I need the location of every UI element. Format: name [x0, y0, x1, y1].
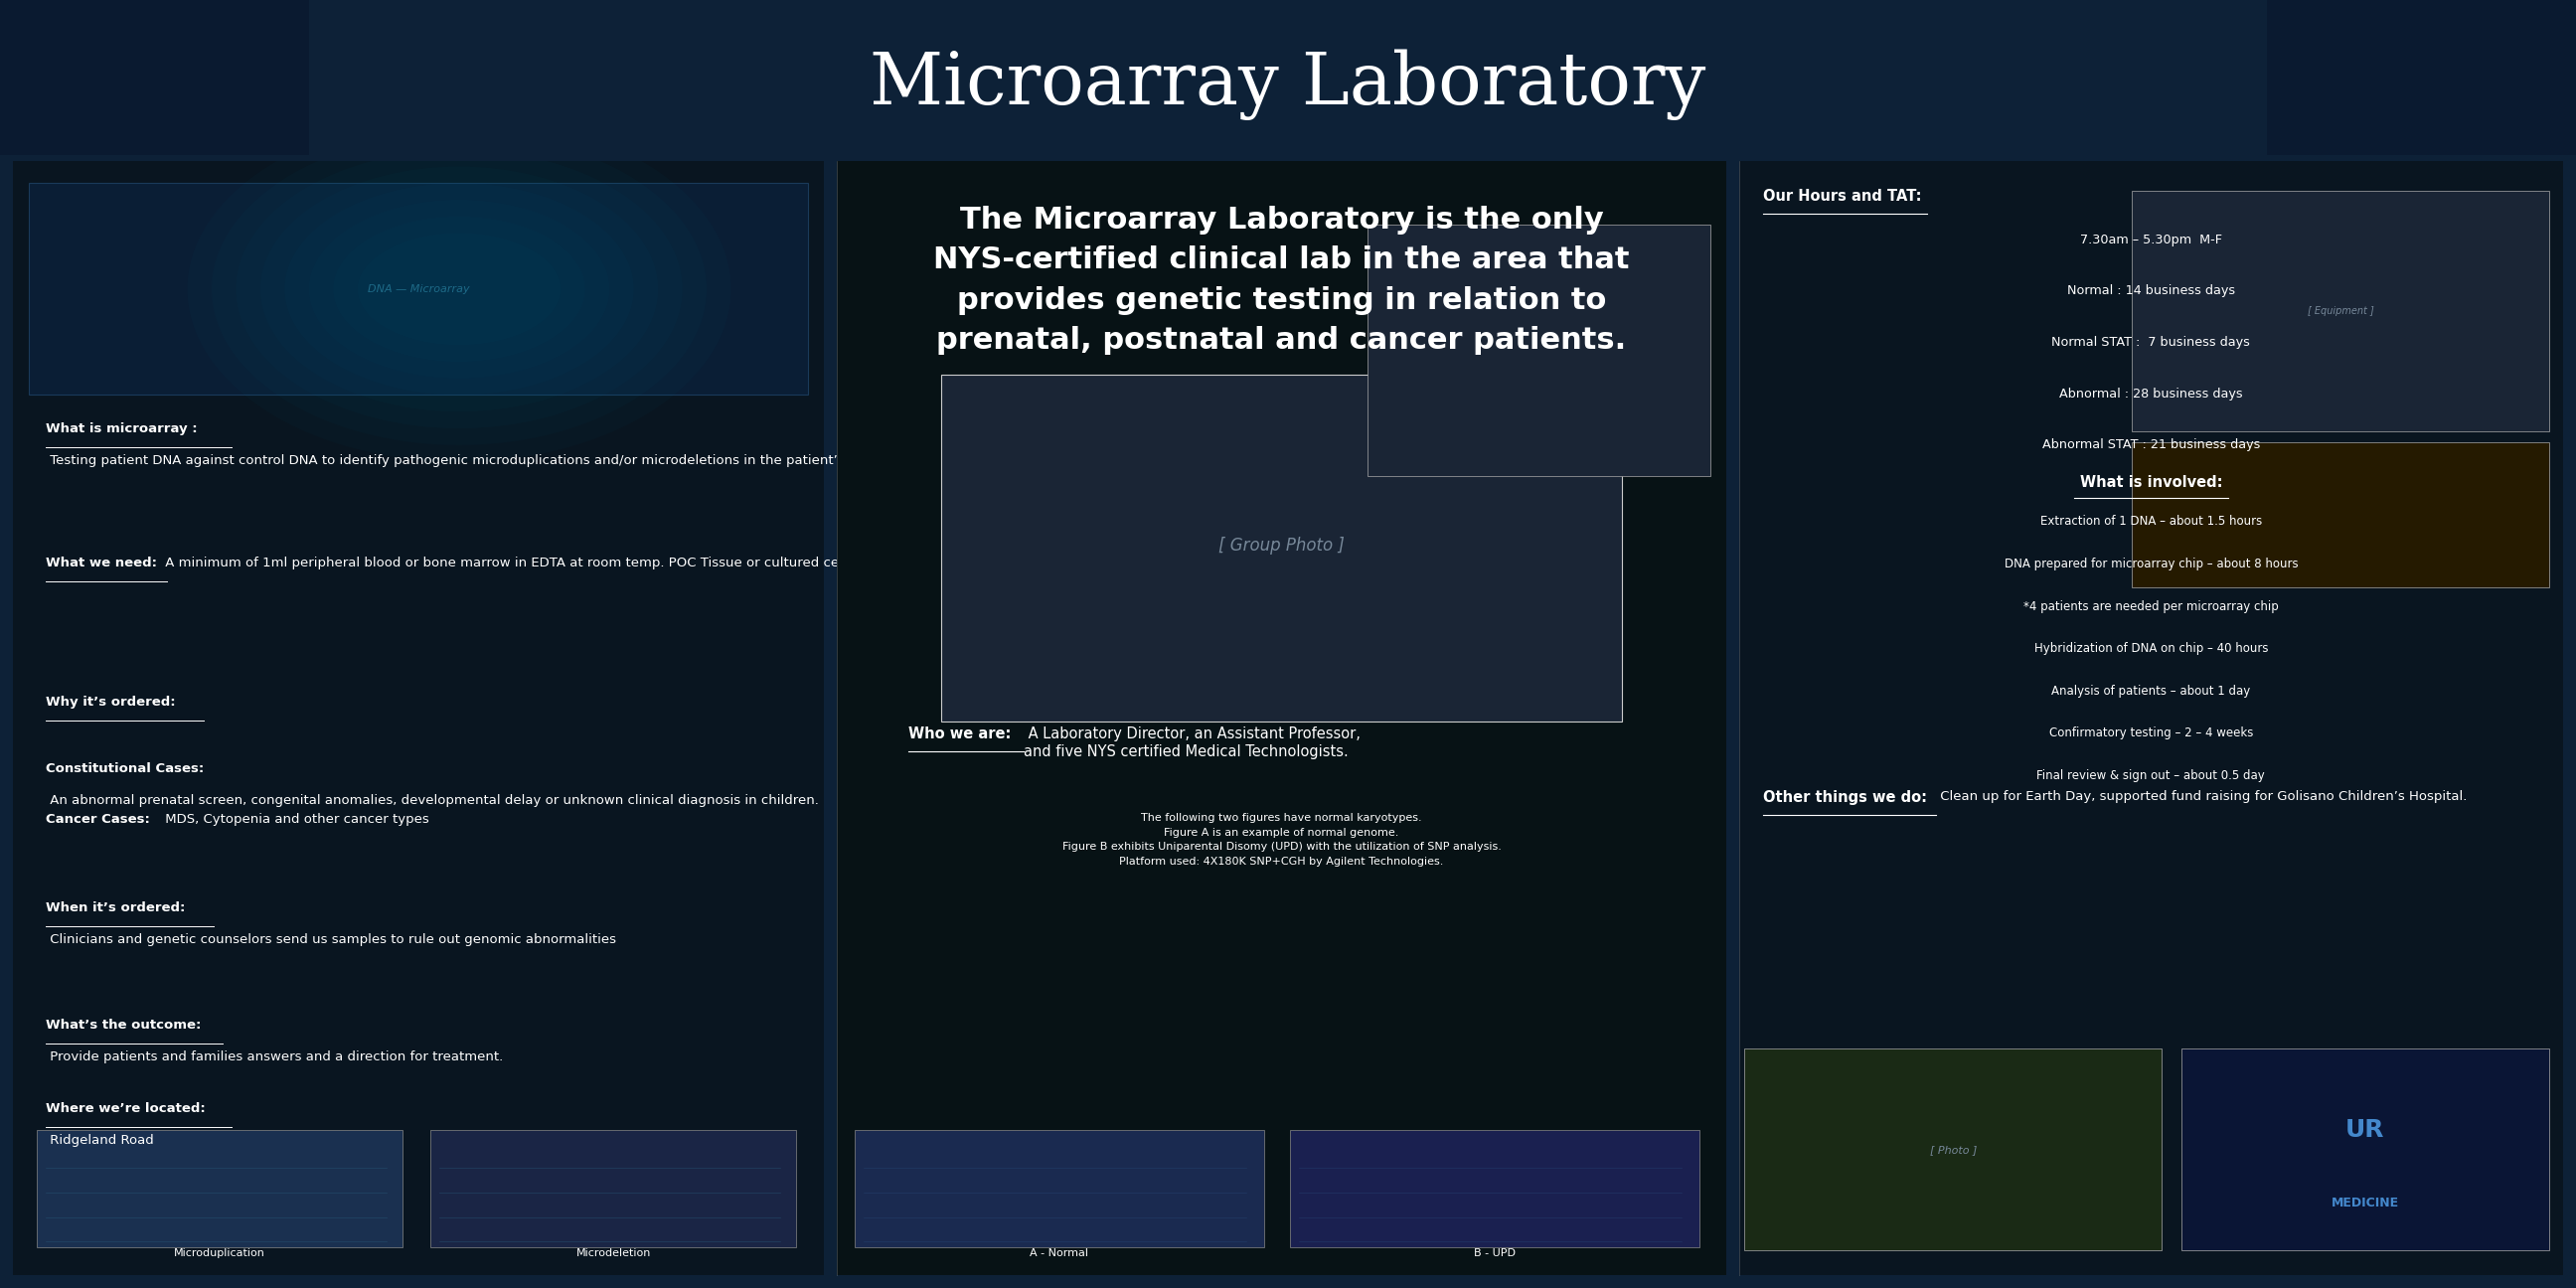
Text: Constitutional Cases:: Constitutional Cases: [46, 762, 204, 775]
Text: [ Equipment ]: [ Equipment ] [2308, 307, 2372, 317]
Text: Normal : 14 business days: Normal : 14 business days [2066, 285, 2236, 298]
Text: Hybridization of DNA on chip – 40 hours: Hybridization of DNA on chip – 40 hours [2035, 643, 2267, 656]
FancyBboxPatch shape [2133, 442, 2550, 587]
Text: Other things we do:: Other things we do: [1765, 791, 1927, 805]
Text: Clinicians and genetic counselors send us samples to rule out genomic abnormalit: Clinicians and genetic counselors send u… [46, 933, 616, 945]
Text: The Microarray Laboratory is the only
NYS-certified clinical lab in the area tha: The Microarray Laboratory is the only NY… [933, 206, 1631, 355]
Text: A - Normal: A - Normal [1030, 1248, 1090, 1258]
Text: Abnormal : 28 business days: Abnormal : 28 business days [2058, 388, 2244, 401]
Text: Abnormal STAT : 21 business days: Abnormal STAT : 21 business days [2043, 438, 2259, 451]
FancyBboxPatch shape [430, 1131, 796, 1247]
Text: MDS, Cytopenia and other cancer types: MDS, Cytopenia and other cancer types [162, 813, 430, 826]
Text: Where we’re located:: Where we’re located: [46, 1103, 206, 1115]
FancyBboxPatch shape [13, 161, 824, 1275]
Text: What’s the outcome:: What’s the outcome: [46, 1019, 201, 1032]
Text: Ridgeland Road: Ridgeland Road [46, 1133, 155, 1146]
Text: Clean up for Earth Day, supported fund raising for Golisano Children’s Hospital.: Clean up for Earth Day, supported fund r… [1935, 791, 2468, 804]
FancyBboxPatch shape [2133, 191, 2550, 431]
Text: [ Group Photo ]: [ Group Photo ] [1218, 536, 1345, 554]
Text: Microdeletion: Microdeletion [577, 1248, 652, 1258]
Text: The following two figures have normal karyotypes.
Figure A is an example of norm: The following two figures have normal ka… [1061, 813, 1502, 867]
Text: Cancer Cases:: Cancer Cases: [46, 813, 149, 826]
Text: An abnormal prenatal screen, congenital anomalies, developmental delay or unknow: An abnormal prenatal screen, congenital … [46, 793, 819, 806]
Text: Microduplication: Microduplication [175, 1248, 265, 1258]
Text: DNA — Microarray: DNA — Microarray [368, 285, 469, 294]
Text: What is microarray :: What is microarray : [46, 422, 196, 435]
FancyBboxPatch shape [1739, 161, 2563, 1275]
Text: Why it’s ordered:: Why it’s ordered: [46, 696, 175, 708]
FancyBboxPatch shape [837, 161, 1726, 1275]
FancyBboxPatch shape [36, 1131, 402, 1247]
Text: Provide patients and families answers and a direction for treatment.: Provide patients and families answers an… [46, 1050, 502, 1063]
Text: Microarray Laboratory: Microarray Laboratory [871, 49, 1705, 121]
Text: What is involved:: What is involved: [2079, 475, 2223, 491]
Text: B - UPD: B - UPD [1473, 1248, 1515, 1258]
Text: *4 patients are needed per microarray chip: *4 patients are needed per microarray ch… [2022, 600, 2280, 613]
Text: A minimum of 1ml peripheral blood or bone marrow in EDTA at room temp. POC Tissu: A minimum of 1ml peripheral blood or bon… [162, 556, 1561, 569]
Text: Analysis of patients – about 1 day: Analysis of patients – about 1 day [2050, 685, 2251, 698]
Text: [ Photo ]: [ Photo ] [1929, 1145, 1976, 1155]
Text: A Laboratory Director, an Assistant Professor,
and five NYS certified Medical Te: A Laboratory Director, an Assistant Prof… [1023, 726, 1360, 759]
Text: Testing patient DNA against control DNA to identify pathogenic microduplications: Testing patient DNA against control DNA … [46, 453, 907, 468]
FancyBboxPatch shape [1744, 1048, 2161, 1251]
Text: What we need:: What we need: [46, 556, 157, 569]
FancyBboxPatch shape [940, 375, 1623, 721]
FancyBboxPatch shape [0, 0, 309, 155]
FancyBboxPatch shape [28, 183, 809, 395]
Text: When it’s ordered:: When it’s ordered: [46, 902, 185, 914]
Text: MEDICINE: MEDICINE [2331, 1197, 2398, 1209]
FancyBboxPatch shape [1291, 1131, 1700, 1247]
Text: UR: UR [2347, 1118, 2385, 1142]
Text: DNA prepared for microarray chip – about 8 hours: DNA prepared for microarray chip – about… [2004, 558, 2298, 571]
FancyBboxPatch shape [1368, 224, 1710, 477]
Text: Normal STAT :  7 business days: Normal STAT : 7 business days [2050, 336, 2251, 349]
Text: 7.30am – 5.30pm  M-F: 7.30am – 5.30pm M-F [2079, 233, 2223, 246]
FancyBboxPatch shape [855, 1131, 1265, 1247]
Text: Our Hours and TAT:: Our Hours and TAT: [1765, 189, 1922, 204]
FancyBboxPatch shape [2267, 0, 2576, 155]
Text: Who we are:: Who we are: [909, 726, 1010, 742]
Text: Final review & sign out – about 0.5 day: Final review & sign out – about 0.5 day [2038, 769, 2264, 782]
FancyBboxPatch shape [2182, 1048, 2550, 1251]
Text: Extraction of 1 DNA – about 1.5 hours: Extraction of 1 DNA – about 1.5 hours [2040, 515, 2262, 528]
Text: Confirmatory testing – 2 – 4 weeks: Confirmatory testing – 2 – 4 weeks [2048, 726, 2254, 739]
